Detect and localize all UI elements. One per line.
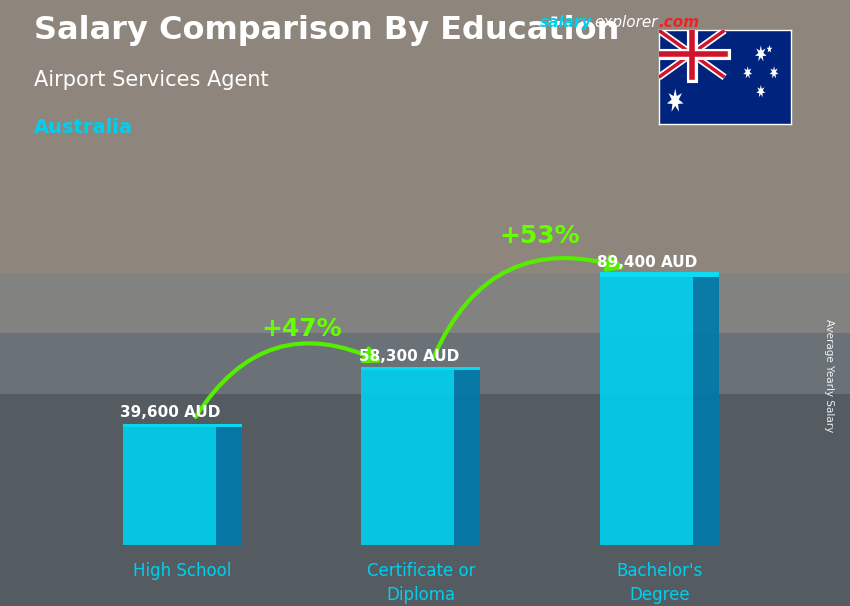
Bar [0, 273, 850, 394]
Bar [693, 277, 719, 545]
Text: Airport Services Agent: Airport Services Agent [34, 70, 269, 90]
Text: 89,400 AUD: 89,400 AUD [598, 256, 698, 270]
Bar [0, 333, 850, 606]
Bar [216, 427, 242, 545]
Text: +47%: +47% [261, 318, 342, 341]
Text: 58,300 AUD: 58,300 AUD [359, 349, 459, 364]
Text: explorer: explorer [594, 15, 658, 30]
Text: Average Yearly Salary: Average Yearly Salary [824, 319, 834, 432]
Polygon shape [769, 66, 779, 79]
Polygon shape [667, 88, 683, 112]
Bar [454, 370, 480, 545]
Polygon shape [755, 45, 767, 61]
Polygon shape [743, 66, 752, 79]
Polygon shape [756, 85, 765, 98]
Bar [122, 424, 242, 427]
Bar [0, 0, 850, 333]
Text: 39,600 AUD: 39,600 AUD [120, 405, 220, 420]
Text: +53%: +53% [500, 224, 581, 248]
Text: salary: salary [540, 15, 592, 30]
Bar [599, 277, 693, 545]
Polygon shape [767, 45, 773, 53]
Text: Australia: Australia [34, 118, 133, 137]
Bar [122, 427, 216, 545]
Bar [361, 367, 480, 370]
Text: Salary Comparison By Education: Salary Comparison By Education [34, 15, 620, 46]
Text: .com: .com [659, 15, 700, 30]
Bar [599, 272, 719, 277]
Bar [361, 370, 454, 545]
